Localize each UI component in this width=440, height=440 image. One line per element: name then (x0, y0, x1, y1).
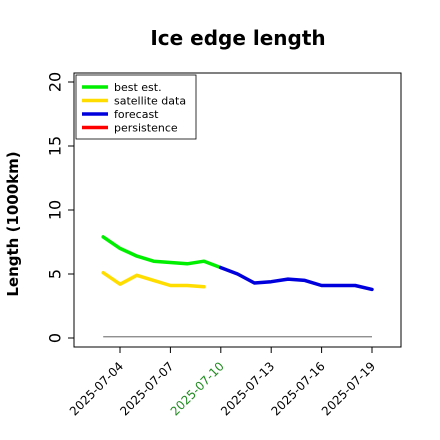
y-tick-label: 20 (46, 72, 65, 92)
series-line-satellite-data (101, 270, 206, 289)
legend-label: satellite data (114, 95, 186, 108)
y-axis-label: Length (1000km) (4, 151, 22, 296)
chart-title: Ice edge length (150, 26, 325, 50)
legend-label: persistence (114, 122, 178, 135)
x-tick-label: 2025-07-19 (319, 359, 378, 418)
legend-label: forecast (114, 108, 159, 121)
y-tick-label: 15 (46, 136, 65, 156)
legend-label: best est. (114, 81, 162, 94)
series-line-best-est- (101, 235, 223, 270)
series-line-forecast (219, 265, 374, 292)
y-tick-label: 5 (46, 269, 65, 279)
y-tick-label: 10 (46, 200, 65, 220)
legend: best est.satellite dataforecastpersisten… (75, 74, 197, 140)
y-tick-label: 0 (46, 333, 65, 343)
